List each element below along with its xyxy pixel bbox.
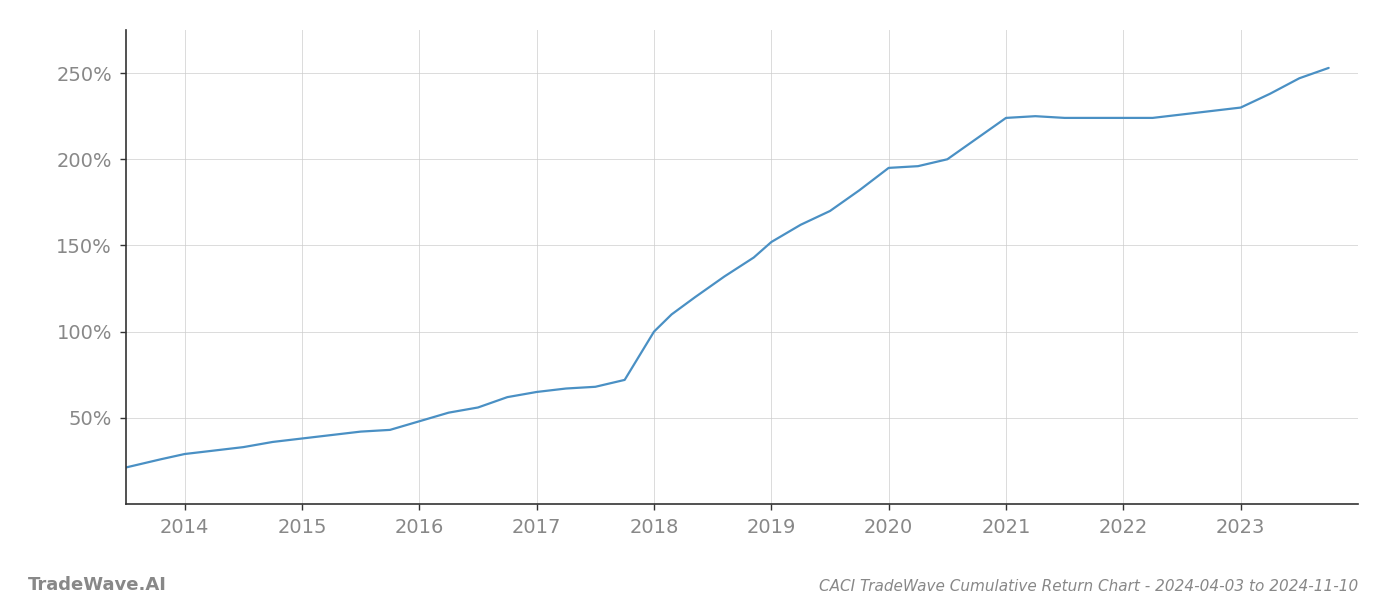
Text: TradeWave.AI: TradeWave.AI [28, 576, 167, 594]
Text: CACI TradeWave Cumulative Return Chart - 2024-04-03 to 2024-11-10: CACI TradeWave Cumulative Return Chart -… [819, 579, 1358, 594]
